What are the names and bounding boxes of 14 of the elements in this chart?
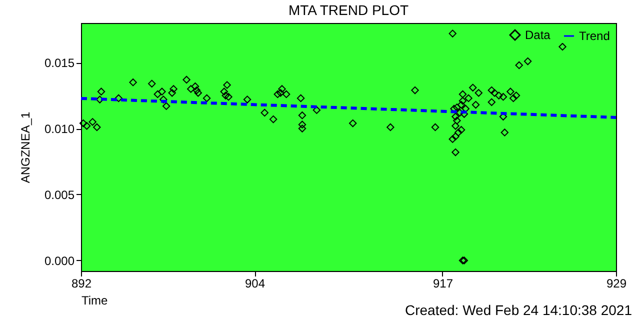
y-tick-label: 0.015 [44, 56, 75, 70]
x-tick-label: 904 [245, 276, 266, 290]
x-tick-label: 929 [606, 276, 627, 290]
legend-label: Trend [579, 29, 610, 43]
y-tick-label: 0.010 [44, 122, 75, 136]
y-tick-label: 0.005 [44, 188, 75, 202]
x-axis-title: Time [82, 294, 108, 308]
y-tick-label: 0.000 [44, 254, 75, 268]
chart-title: MTA TREND PLOT [288, 2, 409, 18]
x-tick-label: 892 [71, 276, 92, 290]
text: Created: Wed Feb 24 14:10:38 2021 [404, 302, 632, 318]
x-tick-label: 917 [432, 276, 454, 290]
legend-label: Data [525, 28, 551, 42]
y-axis-title: ANGZNEA_1 [18, 112, 32, 184]
